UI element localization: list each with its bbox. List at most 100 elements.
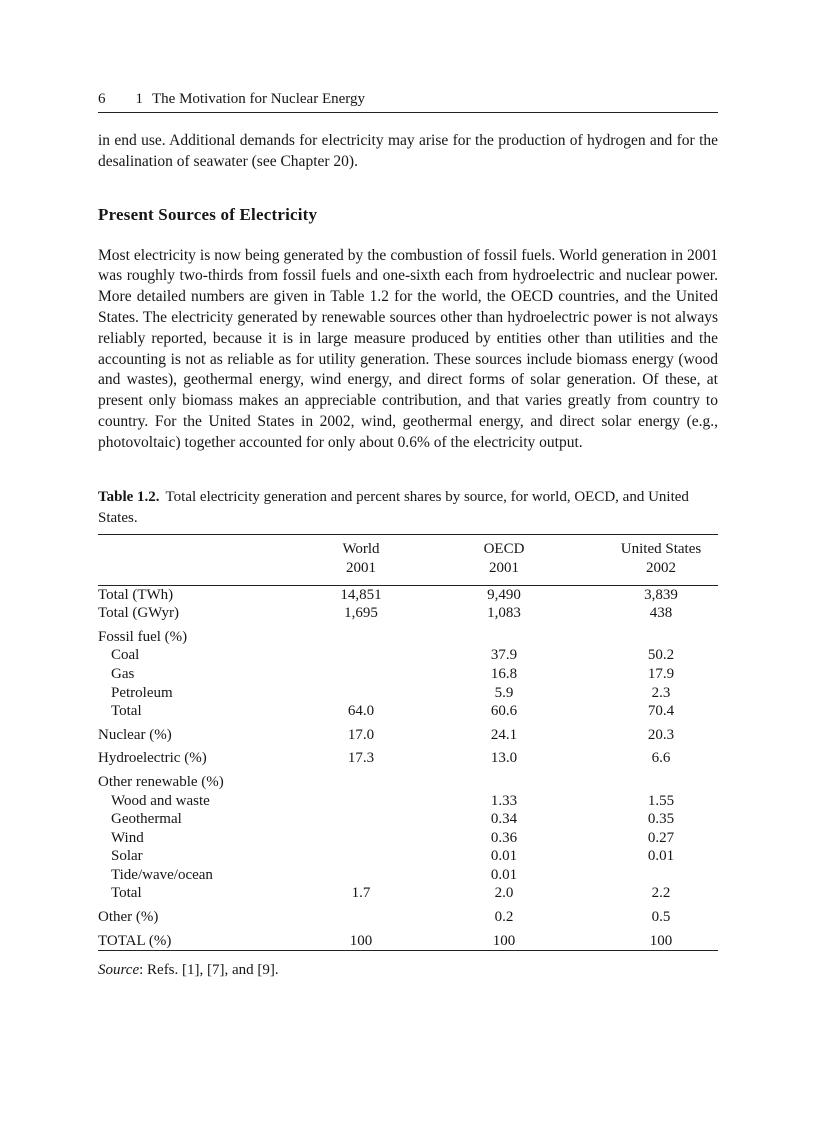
row-value xyxy=(318,792,404,811)
table-caption: Table 1.2. Total electricity generation a… xyxy=(98,487,718,529)
row-value: 0.36 xyxy=(490,829,518,846)
table-row: Wind 0.36 0.27 xyxy=(98,829,718,848)
row-value: 16.8 xyxy=(490,665,518,682)
column-header-world: World 2001 xyxy=(318,534,404,585)
table-row: TOTAL (%) 100 100 100 xyxy=(98,927,718,951)
row-value xyxy=(604,623,718,647)
row-value xyxy=(318,847,404,866)
table-label: Table 1.2. xyxy=(98,488,160,505)
column-header-line2: 2002 xyxy=(646,559,676,576)
electricity-table: World 2001 OECD 2001 United States 2002 … xyxy=(98,533,718,952)
table-row: Wood and waste 1.33 1.55 xyxy=(98,792,718,811)
row-value xyxy=(318,646,404,665)
row-value: 70.4 xyxy=(647,703,675,720)
intro-paragraph: in end use. Additional demands for elect… xyxy=(98,132,718,170)
row-value: 0.5 xyxy=(651,909,671,926)
table-body: Total (TWh) 14,851 9,490 3,839 Total (GWyr) 1… xyxy=(98,585,718,951)
row-label: Coal xyxy=(111,647,140,664)
row-value xyxy=(318,623,404,647)
row-value: 0.27 xyxy=(647,829,675,846)
row-value: 100 xyxy=(349,932,373,949)
row-label: Fossil fuel (%) xyxy=(98,628,188,645)
row-value: 2.0 xyxy=(494,885,514,902)
row-value: 6.6 xyxy=(651,750,671,767)
table-row: Coal 37.9 50.2 xyxy=(98,646,718,665)
table-row: Tide/wave/ocean 0.01 xyxy=(98,866,718,885)
page-number: 6 xyxy=(98,91,106,107)
table-row: Fossil fuel (%) xyxy=(98,623,718,647)
row-value: 60.6 xyxy=(490,703,518,720)
row-value: 0.01 xyxy=(490,866,518,883)
row-value: 0.35 xyxy=(647,811,675,828)
row-label: Hydroelectric (%) xyxy=(98,750,207,767)
page-content: 6 1 The Motivation for Nuclear Energy in … xyxy=(98,0,718,995)
table-row: Total 64.0 60.6 70.4 xyxy=(98,702,718,721)
row-value xyxy=(604,768,718,792)
row-label: Total xyxy=(111,885,142,902)
row-label: Total (GWyr) xyxy=(98,605,179,622)
table-row: Solar 0.01 0.01 xyxy=(98,847,718,866)
row-value: 50.2 xyxy=(647,647,675,664)
row-value: 17.9 xyxy=(647,665,675,682)
row-value xyxy=(318,768,404,792)
row-value: 0.34 xyxy=(490,811,518,828)
row-label: TOTAL (%) xyxy=(98,932,172,949)
row-value: 17.3 xyxy=(347,750,375,767)
row-value: 0.01 xyxy=(490,848,518,865)
row-value: 100 xyxy=(492,932,516,949)
row-label: Nuclear (%) xyxy=(98,726,172,743)
row-value: 64.0 xyxy=(347,703,375,720)
row-value: 2.2 xyxy=(651,885,671,902)
row-value xyxy=(318,684,404,703)
column-header-line1: OECD xyxy=(483,540,525,557)
row-value: 37.9 xyxy=(490,647,518,664)
chapter-number: 1 xyxy=(135,91,144,107)
table-row: Other (%) 0.2 0.5 xyxy=(98,903,718,927)
row-value xyxy=(404,623,604,647)
row-value: 0.01 xyxy=(647,848,675,865)
table-row: Gas 16.8 17.9 xyxy=(98,665,718,684)
row-value xyxy=(318,829,404,848)
row-label: Total xyxy=(111,703,142,720)
source-text: : Refs. [1], [7], and [9]. xyxy=(139,962,279,979)
row-value: 1.7 xyxy=(351,885,371,902)
row-value: 3,839 xyxy=(644,586,678,603)
running-header: 6 1 The Motivation for Nuclear Energy xyxy=(98,91,718,113)
row-value: 5.9 xyxy=(494,684,514,701)
stub-header xyxy=(98,534,318,585)
row-label: Other renewable (%) xyxy=(98,773,224,790)
row-value: 1,083 xyxy=(487,605,521,622)
row-value: 2.3 xyxy=(651,684,671,701)
row-value xyxy=(404,768,604,792)
row-label: Total (TWh) xyxy=(98,586,174,603)
row-value: 1.33 xyxy=(490,792,518,809)
row-label: Geothermal xyxy=(111,811,182,828)
column-header-line1: United States xyxy=(620,540,702,557)
running-title: 1 The Motivation for Nuclear Energy xyxy=(136,91,366,107)
section-heading: Present Sources of Electricity xyxy=(98,204,318,224)
row-value: 20.3 xyxy=(647,726,675,743)
row-value: 14,851 xyxy=(340,586,382,603)
row-value: 24.1 xyxy=(490,726,518,743)
source-label: Source xyxy=(98,962,140,979)
row-label: Gas xyxy=(111,665,135,682)
row-value xyxy=(604,866,718,885)
table-row: Other renewable (%) xyxy=(98,768,718,792)
table-row: Petroleum 5.9 2.3 xyxy=(98,684,718,703)
row-label: Other (%) xyxy=(98,909,159,926)
row-value: 9,490 xyxy=(487,586,521,603)
row-value: 438 xyxy=(649,605,673,622)
table-row: Hydroelectric (%) 17.3 13.0 6.6 xyxy=(98,744,718,768)
table-row: Nuclear (%) 17.0 24.1 20.3 xyxy=(98,721,718,745)
row-value: 1.55 xyxy=(647,792,675,809)
table-row: Total (GWyr) 1,695 1,083 438 xyxy=(98,604,718,623)
row-label: Wind xyxy=(111,829,144,846)
row-label: Wood and waste xyxy=(111,792,210,809)
row-label: Petroleum xyxy=(111,684,173,701)
row-value xyxy=(318,866,404,885)
row-label: Tide/wave/ocean xyxy=(111,866,213,883)
column-header-line1: World xyxy=(342,540,380,557)
chapter-title: The Motivation for Nuclear Energy xyxy=(152,91,365,107)
table-row: Total 1.7 2.0 2.2 xyxy=(98,884,718,903)
